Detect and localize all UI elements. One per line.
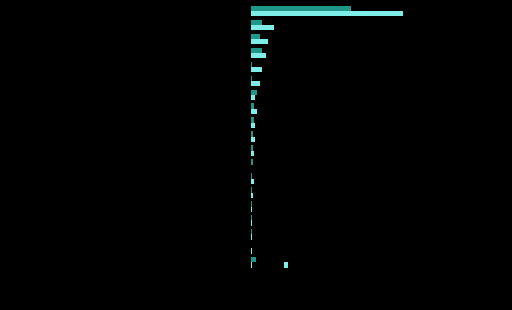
Bar xyxy=(251,34,261,39)
Bar xyxy=(251,179,254,184)
Bar xyxy=(251,123,255,128)
Bar xyxy=(251,95,255,100)
Bar xyxy=(251,215,252,220)
Bar xyxy=(251,193,253,198)
Bar xyxy=(251,257,255,262)
Bar xyxy=(251,81,261,86)
Bar xyxy=(251,53,266,58)
Bar xyxy=(251,137,255,142)
Bar xyxy=(251,173,252,179)
Bar xyxy=(251,11,403,16)
Bar xyxy=(251,104,254,109)
Bar xyxy=(251,201,252,206)
Bar xyxy=(251,145,253,151)
Bar xyxy=(251,48,262,53)
Bar xyxy=(251,39,268,44)
Bar xyxy=(251,234,252,240)
Bar xyxy=(251,62,252,67)
Bar xyxy=(251,248,252,254)
Bar xyxy=(251,6,351,11)
Bar xyxy=(251,90,257,95)
Bar xyxy=(251,187,252,193)
Bar xyxy=(251,67,262,72)
Bar xyxy=(251,109,257,114)
Bar xyxy=(251,25,273,30)
Bar xyxy=(251,220,252,226)
Bar xyxy=(284,262,288,268)
Bar xyxy=(251,20,262,25)
Bar xyxy=(251,262,252,268)
Bar xyxy=(251,206,252,212)
Bar xyxy=(251,151,254,156)
Bar xyxy=(251,131,253,137)
Bar xyxy=(251,117,254,123)
Bar xyxy=(251,159,253,165)
Bar xyxy=(251,76,252,81)
